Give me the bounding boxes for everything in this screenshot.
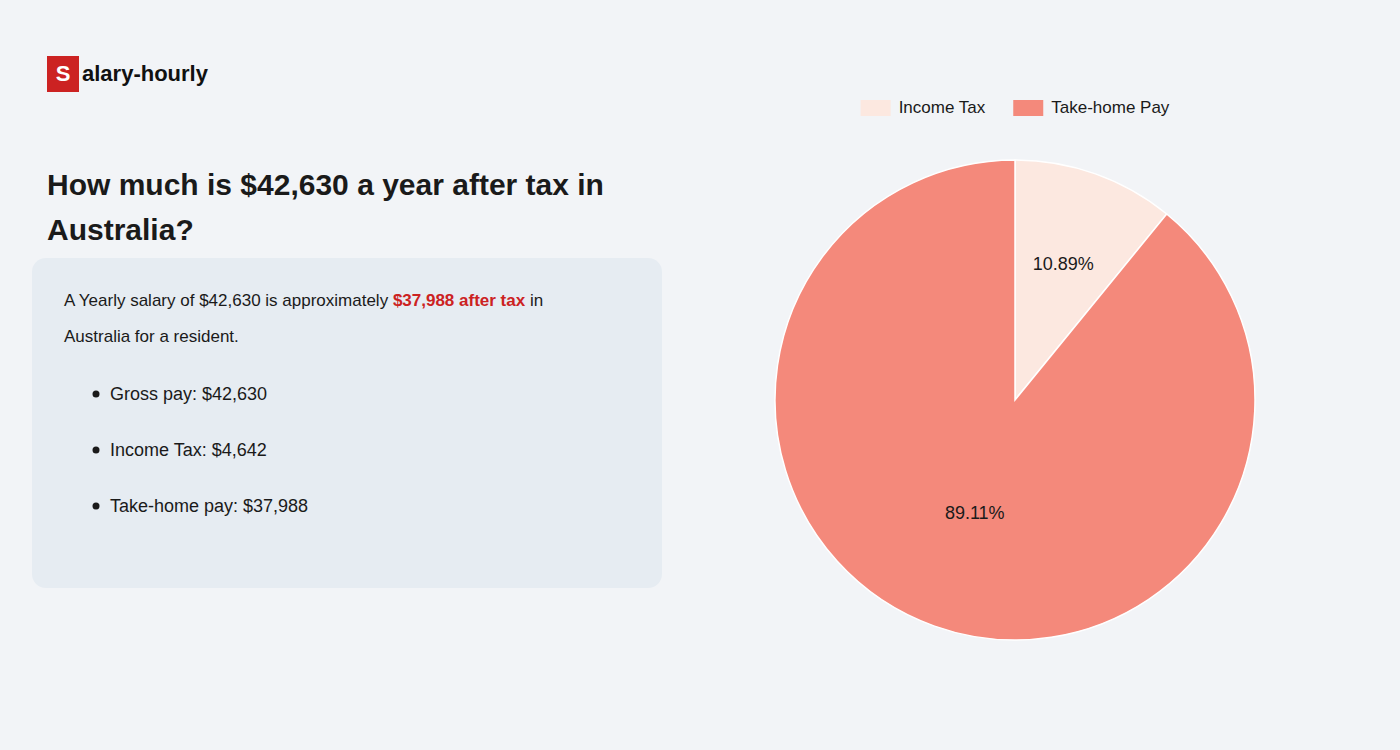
- data-label: 89.11%: [945, 503, 1005, 523]
- info-box: [32, 258, 662, 588]
- info-text: Australia for a resident.: [64, 327, 239, 346]
- legend-swatch: [1013, 100, 1043, 116]
- background: [0, 0, 1400, 750]
- logo-box: [47, 56, 79, 92]
- legend-label: Income Tax: [899, 98, 986, 117]
- title: How much is $42,630 a year after tax inA…: [47, 168, 604, 246]
- legend-label: Take-home Pay: [1051, 98, 1170, 117]
- info-text: A Yearly salary of $42,630 is approximat…: [64, 291, 543, 310]
- bullet-text: Take-home pay: $37,988: [110, 496, 308, 516]
- bullet: [93, 447, 100, 454]
- logo-text: alary-hourly: [82, 61, 209, 86]
- bullet-text: Gross pay: $42,630: [110, 384, 267, 404]
- legend: Income Tax Take-home Pay: [861, 98, 1170, 117]
- bullet: [93, 503, 100, 510]
- info-text-part: in: [525, 291, 543, 310]
- data-label: 10.89%: [1033, 254, 1094, 274]
- pie-slice: [775, 160, 1255, 640]
- legend-swatch: [861, 100, 891, 116]
- chart: Salary-hourly How much is $42,630 a year …: [0, 0, 1400, 750]
- pie: [775, 160, 1255, 640]
- info-highlight: $37,988 after tax: [393, 291, 526, 310]
- bullet: [93, 391, 100, 398]
- logo-letter: S: [56, 61, 71, 86]
- info-text-part: A Yearly salary of $42,630 is approximat…: [64, 291, 393, 310]
- bullet-text: Income Tax: $4,642: [110, 440, 267, 460]
